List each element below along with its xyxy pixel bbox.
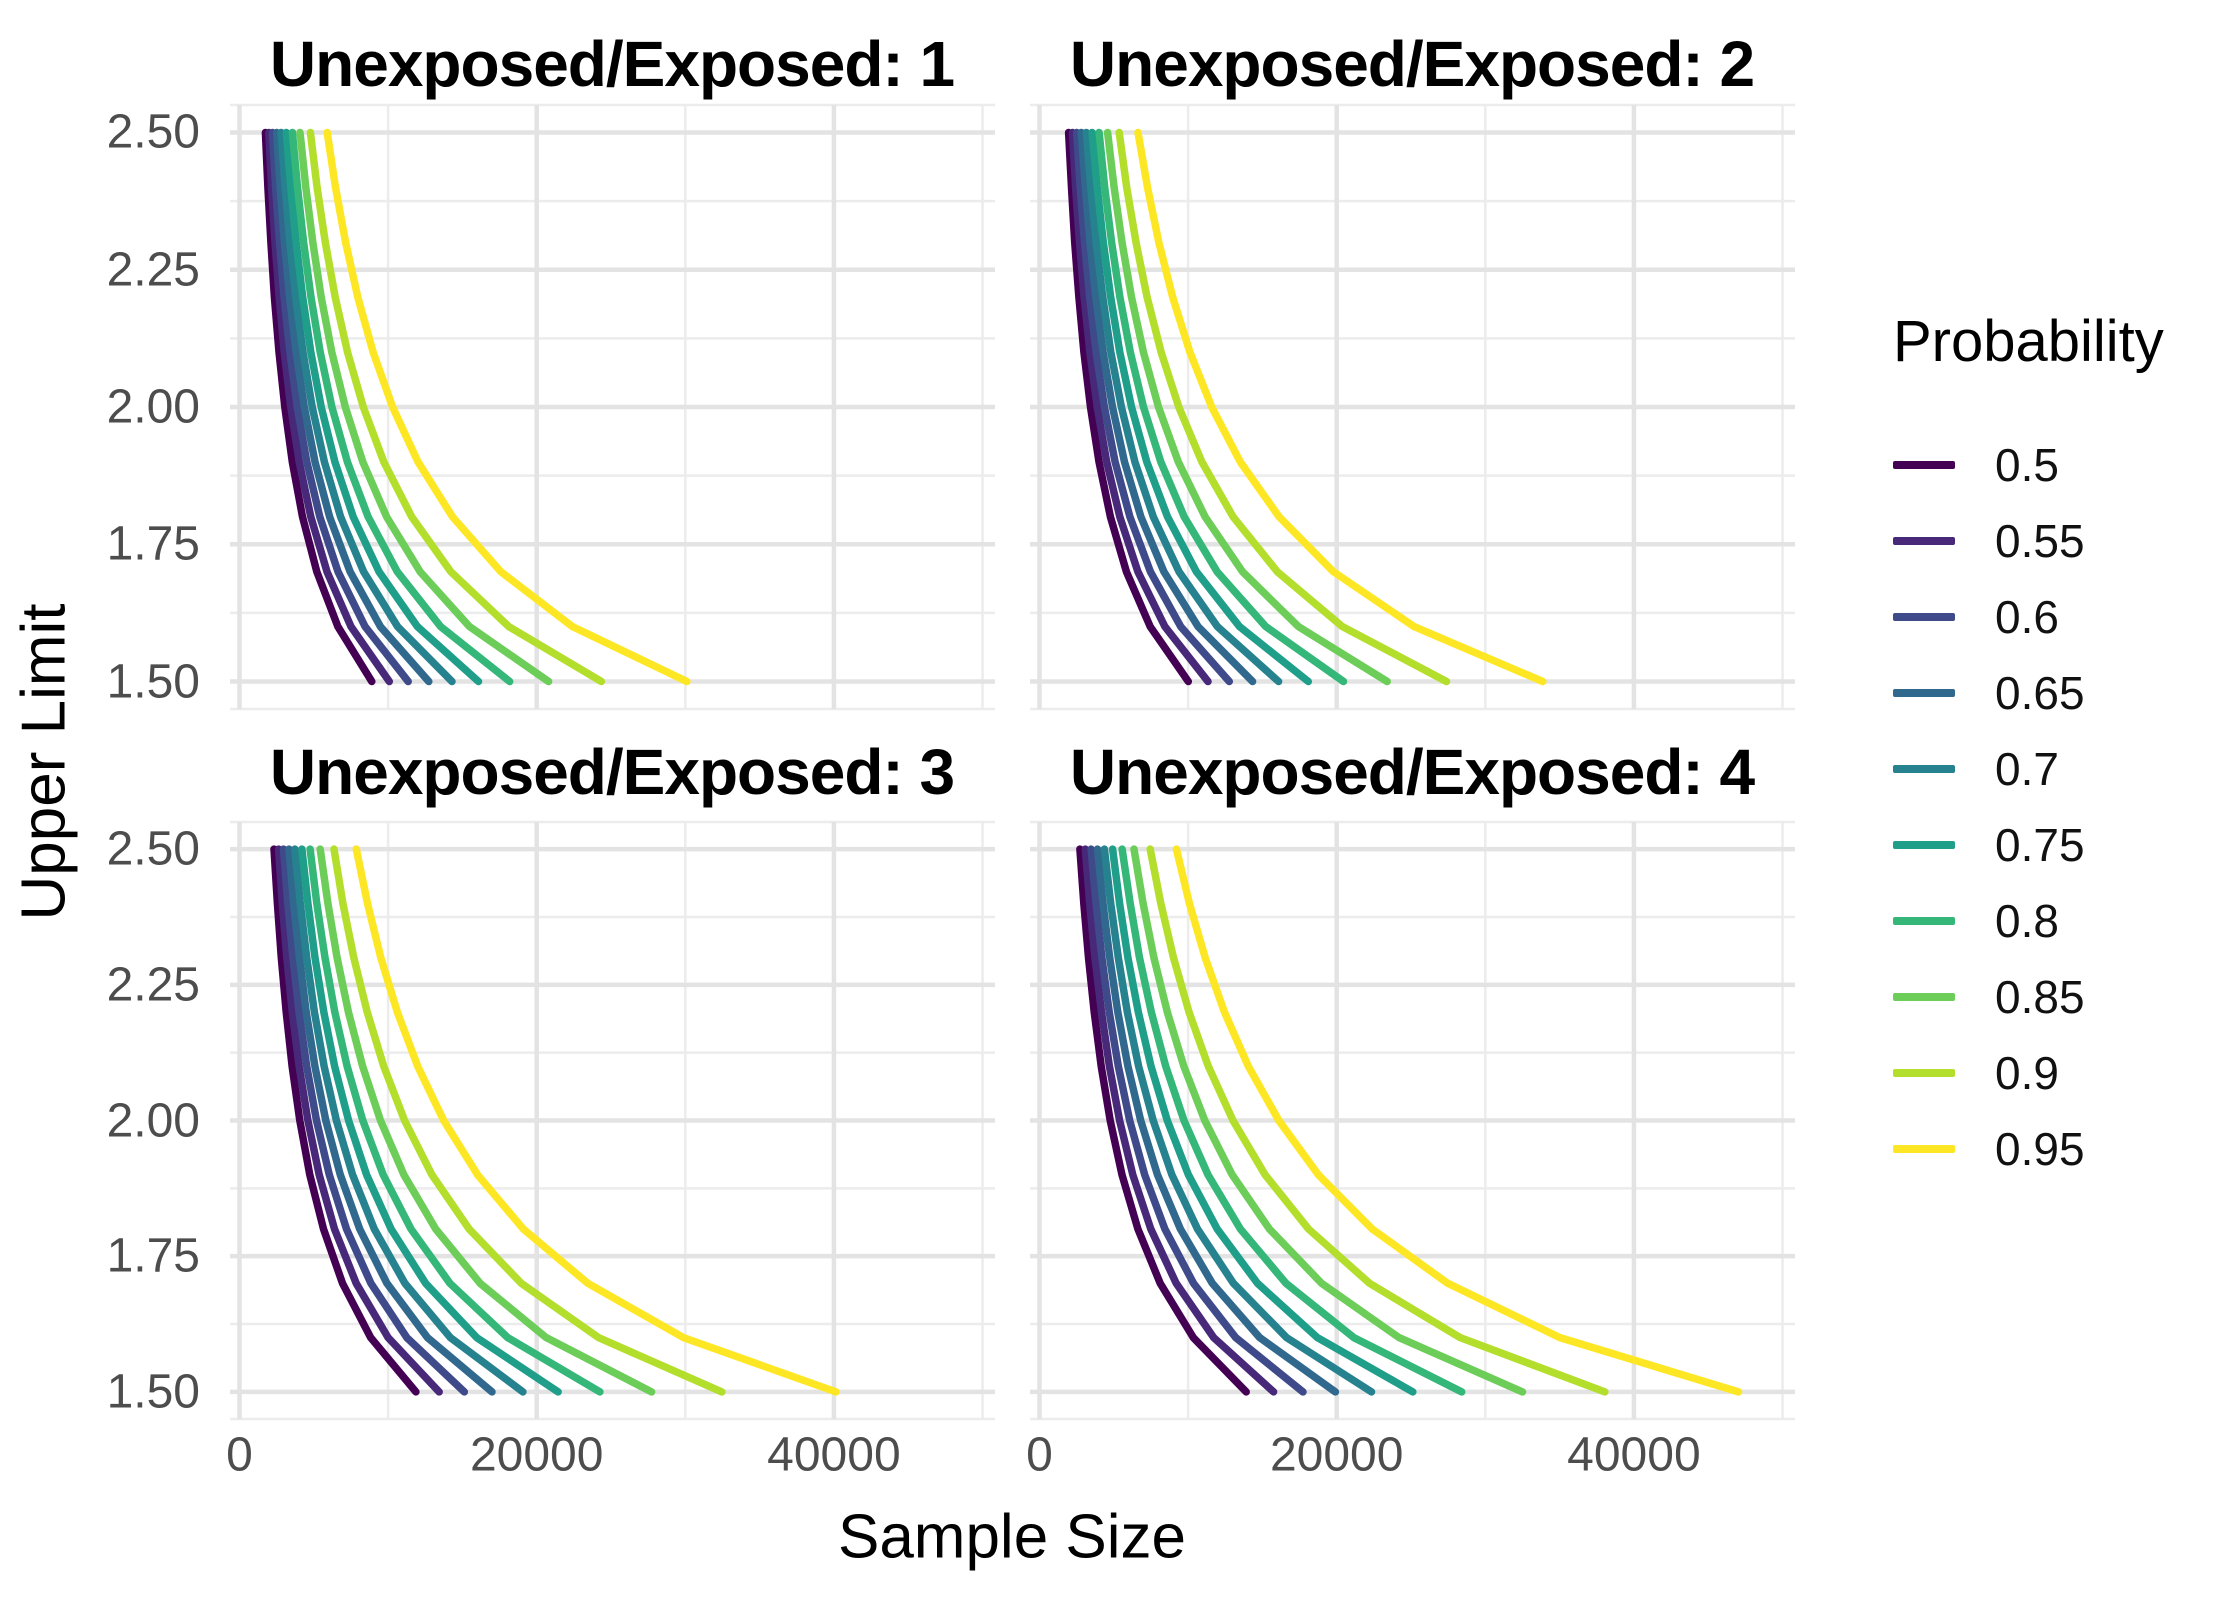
legend-line-swatch [1893,1069,1955,1077]
probability-curve-0.5 [261,128,376,686]
probability-curve-0.8 [288,128,514,686]
probability-curve-0.85 [316,845,656,1396]
probability-curve-0.9 [1146,845,1609,1396]
legend-line-swatch [1893,461,1955,469]
legend-label: 0.85 [1995,971,2085,1023]
probability-curve-0.55 [265,128,394,686]
facet-title-2: Unexposed/Exposed: 2 [1069,28,1755,100]
legend: Probability 0.5 0.55 0.6 0.65 0.7 0.75 0.8 0.85… [1893,308,2233,1187]
probability-curve-0.65 [285,845,496,1396]
probability-curve-0.95 [323,128,691,686]
probability-curve-0.75 [282,128,483,686]
y-tick-label: 2.00 [106,380,200,434]
legend-item: 0.5 [1893,427,2233,503]
y-axis-title: Upper Limit [9,603,79,921]
x-tick-label: 0 [1026,1428,1053,1482]
y-tick-label: 1.75 [106,1229,200,1283]
probability-curve-0.85 [296,128,553,686]
legend-label: 0.65 [1995,667,2085,719]
legend-line-swatch [1893,689,1955,697]
x-tick-label: 0 [226,1428,253,1482]
probability-curve-0.95 [1172,845,1743,1396]
x-tick-label: 20000 [469,1428,604,1482]
legend-line-swatch [1893,1145,1955,1153]
x-tick-label: 20000 [1269,1428,1404,1482]
legend-item: 0.9 [1893,1035,2233,1111]
legend-item: 0.85 [1893,959,2233,1035]
legend-title: Probability [1893,309,2164,374]
probability-curve-0.85 [1130,845,1527,1396]
y-tick-label: 2.25 [106,958,200,1012]
legend-label: 0.6 [1995,591,2059,643]
y-tick-label: 1.50 [106,1365,200,1419]
y-tick-label: 2.00 [106,1094,200,1147]
legend-label: 0.8 [1995,895,2059,947]
probability-curve-0.6 [1072,128,1234,686]
legend-label: 0.95 [1995,1123,2085,1175]
legend-label: 0.7 [1995,743,2059,795]
probability-curve-0.6 [268,128,412,686]
probability-curve-0.7 [291,845,527,1396]
x-tick-label: 40000 [1567,1428,1701,1482]
legend-label: 0.5 [1995,439,2059,491]
probability-curve-0.5 [1076,845,1250,1396]
y-tick-label: 2.50 [106,822,200,876]
legend-item: 0.55 [1893,503,2233,579]
facet-title-1: Unexposed/Exposed: 1 [269,28,955,100]
legend-item: 0.8 [1893,883,2233,959]
legend-items: 0.5 0.55 0.6 0.65 0.7 0.75 0.8 0.85 0.9 0.95 [1893,427,2233,1187]
legend-item: 0.95 [1893,1111,2233,1187]
probability-curve-0.8 [306,845,604,1396]
x-axis-title: Sample Size [837,1502,1187,1572]
probability-curve-0.65 [272,128,433,686]
legend-label: 0.55 [1995,515,2085,567]
y-tick-label: 1.50 [106,655,200,709]
legend-item: 0.6 [1893,579,2233,655]
y-tick-label: 2.25 [106,243,200,297]
probability-curve-0.6 [279,845,469,1396]
legend-label: 0.9 [1995,1047,2059,1099]
probability-curve-0.9 [1115,128,1451,686]
probability-curve-0.7 [1082,128,1283,686]
probability-curve-0.6 [1087,845,1307,1396]
legend-line-swatch [1893,537,1955,545]
probability-curve-0.7 [1100,845,1376,1396]
probability-curve-0.8 [1118,845,1466,1396]
probability-curve-0.55 [1068,128,1212,686]
legend-line-swatch [1893,993,1955,1001]
probability-curve-0.75 [298,845,562,1396]
probability-curve-0.8 [1095,128,1348,686]
probability-curve-0.55 [1081,845,1278,1396]
legend-line-swatch [1893,841,1955,849]
probability-curve-0.95 [352,845,840,1396]
probability-curve-0.75 [1108,845,1417,1396]
probability-curve-0.9 [306,128,606,686]
probability-curve-0.95 [1134,128,1547,686]
y-tick-label: 2.50 [106,105,200,159]
probability-curve-0.5 [270,845,420,1396]
y-tick-label: 1.75 [106,517,200,571]
x-tick-label: 40000 [767,1428,901,1482]
legend-item: 0.75 [1893,807,2233,883]
legend-item: 0.65 [1893,655,2233,731]
legend-line-swatch [1893,917,1955,925]
facet-title-3: Unexposed/Exposed: 3 [269,736,955,808]
legend-line-swatch [1893,765,1955,773]
probability-curve-0.55 [274,845,443,1396]
probability-curve-0.85 [1103,128,1391,686]
probability-curve-0.65 [1093,845,1340,1396]
legend-label: 0.75 [1995,819,2085,871]
probability-curve-0.9 [330,845,726,1396]
probability-curve-0.7 [277,128,456,686]
probability-curve-0.65 [1077,128,1257,686]
legend-item: 0.7 [1893,731,2233,807]
probability-curve-0.75 [1088,128,1313,686]
facet-title-4: Unexposed/Exposed: 4 [1069,736,1755,808]
legend-line-swatch [1893,613,1955,621]
probability-curve-0.5 [1064,128,1193,686]
